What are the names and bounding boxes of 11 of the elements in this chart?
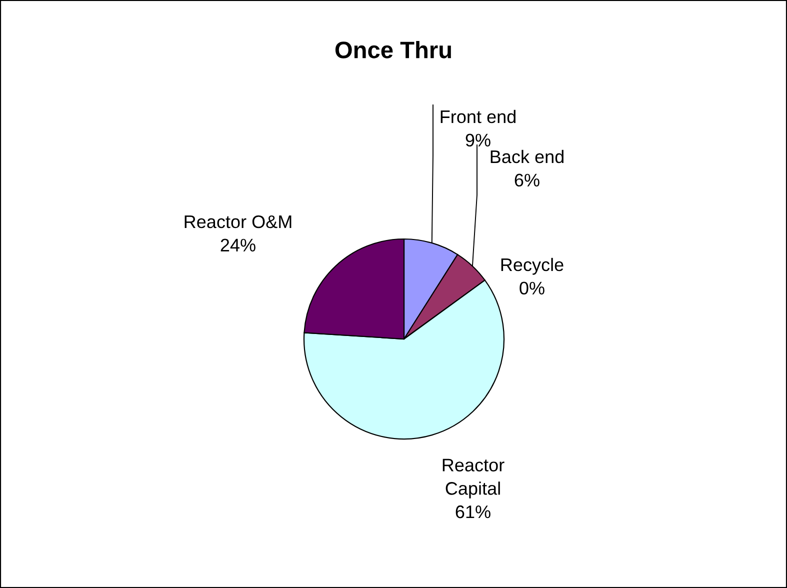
data-label: 9% [466, 134, 490, 147]
text: 0% [520, 282, 544, 295]
category-label: Recycle [501, 258, 564, 275]
data-label: 24% [220, 238, 256, 252]
data-label: 6% [514, 174, 540, 187]
slice-label: Back end [490, 150, 564, 164]
chart-title: Once Thru [335, 40, 451, 58]
slice-label: Front end [440, 110, 516, 124]
data-label: 61% [456, 505, 490, 518]
slice-label: Reactor O&M [184, 215, 292, 228]
slice-label: Reactor Capital [442, 458, 504, 498]
